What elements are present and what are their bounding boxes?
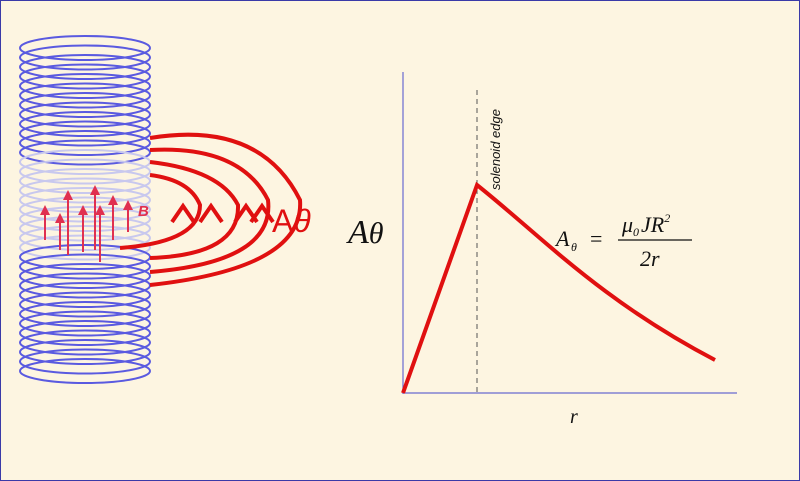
coil-turn	[19, 82, 151, 109]
coil-turn	[19, 196, 151, 223]
coil-turn	[19, 291, 151, 318]
potential-loops	[119, 132, 303, 287]
arrow-tip	[95, 205, 105, 215]
loop	[119, 173, 203, 250]
loop	[149, 147, 271, 274]
arrow-tip	[55, 213, 65, 223]
coil-turn	[19, 35, 151, 61]
potential-curve	[401, 181, 716, 394]
coil-turn	[19, 73, 151, 99]
field-label: B	[138, 203, 149, 220]
loop	[149, 160, 241, 260]
coil-turn	[19, 101, 151, 128]
formula-den: 2r	[640, 246, 660, 271]
mu: μ	[621, 212, 633, 237]
arrow-tip	[90, 185, 100, 195]
coil-turn	[19, 111, 151, 137]
coil-turn	[19, 63, 151, 90]
coil-turn	[19, 168, 151, 194]
arrow-tip	[108, 195, 118, 205]
coil-turn	[19, 329, 151, 356]
coil-turn	[19, 234, 151, 261]
formula-equals: =	[590, 226, 602, 251]
arrow-head	[170, 202, 196, 224]
coil-turn	[19, 92, 151, 118]
num-sup: 2	[664, 211, 670, 225]
coil-turn	[19, 44, 151, 71]
coil-turn	[19, 263, 151, 289]
coil-turn	[19, 253, 151, 280]
symbol: A	[272, 203, 294, 239]
coil-turn	[19, 54, 151, 80]
num-rest: JR	[641, 212, 665, 237]
edge-label: solenoid edge	[488, 109, 503, 190]
arrow-head	[249, 202, 275, 224]
formula-lhs-sub: θ	[571, 240, 577, 254]
subscript: θ	[369, 217, 384, 250]
coil-turn	[19, 272, 151, 299]
arrow-tip	[63, 190, 73, 200]
symbol: A	[346, 214, 369, 251]
coil-turn	[19, 358, 151, 384]
arrow-tip	[123, 200, 133, 210]
coil-turn	[19, 320, 151, 346]
coil-turn	[19, 282, 151, 308]
coil-turn	[19, 206, 151, 232]
coil-label: Aθ	[272, 203, 311, 239]
loop	[149, 132, 303, 287]
arrow-head	[198, 202, 224, 224]
x-axis-label: r	[570, 406, 578, 428]
field-arrows	[40, 185, 133, 262]
formula: A θ = μ0JR2 2r	[554, 211, 692, 271]
coil-turn	[19, 177, 151, 204]
formula-lhs: A	[554, 226, 570, 251]
mu-sub: 0	[633, 225, 639, 239]
coil-turn	[19, 139, 151, 166]
coil-turn	[19, 310, 151, 337]
coil-turn	[19, 348, 151, 375]
coil-turn	[19, 130, 151, 156]
coil-turn	[19, 339, 151, 365]
subscript: θ	[293, 203, 311, 239]
y-axis-label: Aθ	[346, 214, 384, 251]
coil-turn	[19, 215, 151, 242]
arrow-tip	[78, 205, 88, 215]
coil-turn	[19, 158, 151, 185]
formula-num: μ0JR2	[621, 211, 670, 239]
solenoid	[19, 35, 151, 384]
coil-turn	[19, 120, 151, 147]
arrow-tip	[40, 205, 50, 215]
coil-turn	[19, 301, 151, 327]
coil-turn	[19, 225, 151, 251]
